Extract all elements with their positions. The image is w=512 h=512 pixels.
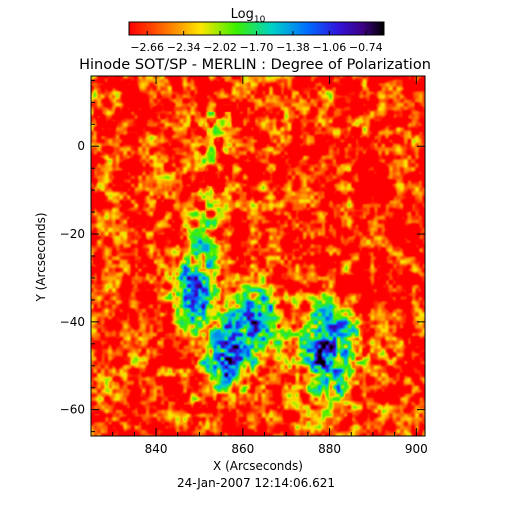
x-axis: 840 860 880 900 — [112, 76, 428, 456]
colorbar-tick-label: −1.70 — [240, 41, 274, 54]
y-tick-label: −60 — [60, 403, 85, 417]
x-tick-label: 860 — [231, 442, 254, 456]
plot-frame — [90, 75, 426, 437]
chart-title: Hinode SOT/SP - MERLIN : Degree of Polar… — [79, 57, 431, 73]
y-tick-label: 0 — [77, 139, 85, 153]
timestamp-label: 24-Jan-2007 12:14:06.621 — [177, 476, 335, 490]
y-tick-label: −40 — [60, 315, 85, 329]
y-tick-label: −20 — [60, 227, 85, 241]
colorbar-tick-label: −1.06 — [312, 41, 346, 54]
y-axis-label: Y (Arcseconds) — [34, 212, 48, 302]
x-axis-label: X (Arcseconds) — [213, 459, 303, 473]
colorbar-tick-label: −2.02 — [203, 41, 237, 54]
colorbar-tick-label: −2.66 — [130, 41, 164, 54]
x-tick-label: 900 — [405, 442, 428, 456]
colorbar-label: Log10 — [231, 7, 266, 25]
colorbar-ticks: −2.66 −2.34 −2.02 −1.70 −1.38 −1.06 −0.74 — [130, 31, 383, 54]
colorbar-tick-label: −1.38 — [276, 41, 310, 54]
colorbar — [129, 22, 384, 35]
x-tick-label: 880 — [318, 442, 341, 456]
x-tick-label: 840 — [145, 442, 168, 456]
colorbar-tick-label: −2.34 — [167, 41, 201, 54]
heatmap-image — [91, 76, 425, 436]
y-axis: 0 −20 −40 −60 — [60, 79, 425, 433]
colorbar-tick-label: −0.74 — [349, 41, 383, 54]
